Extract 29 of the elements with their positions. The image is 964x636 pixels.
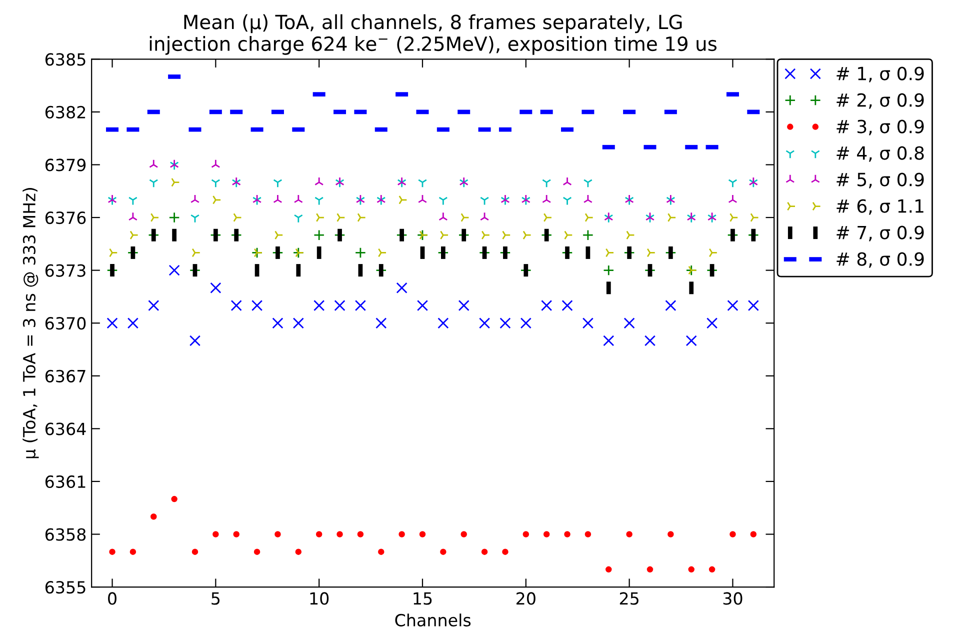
- legend-label: # 5, σ 0.9: [836, 172, 924, 188]
- x-tick-label: 20: [516, 592, 536, 605]
- y-tick-label: 6376: [45, 211, 86, 224]
- legend-label: # 1, σ 0.9: [836, 66, 924, 82]
- x-tick-label: 0: [108, 592, 116, 605]
- y-tick-label: 6370: [45, 317, 86, 330]
- y-tick-label: 6364: [45, 422, 86, 436]
- y-tick-label: 6361: [45, 475, 86, 488]
- legend-label: # 7, σ 0.9: [836, 226, 924, 242]
- legend-label: # 2, σ 0.9: [836, 93, 924, 109]
- legend-label: # 3, σ 0.9: [836, 120, 924, 136]
- x-tick-label: 10: [310, 592, 329, 605]
- y-tick-label: 6355: [45, 580, 86, 594]
- y-tick-label: 6382: [45, 106, 86, 119]
- y-tick-label: 6358: [45, 528, 86, 541]
- y-tick-label: 6367: [45, 370, 86, 382]
- y-axis-title: μ (ToA, 1 ToA = 3 ns @ 333 MHz): [22, 188, 39, 458]
- chart-title: Mean (μ) ToA, all channels, 8 frames separately, LG injection charge 624 ke$^{−}$ (2.25MeV), exposition time 19 us: [150, 14, 717, 55]
- y-tick-label: 6373: [45, 264, 86, 277]
- x-axis-title: Channels: [395, 614, 471, 626]
- legend-label: # 4, σ 0.8: [836, 146, 924, 162]
- x-tick-label: 5: [212, 592, 220, 605]
- legend-label: # 8, σ 0.9: [836, 252, 924, 268]
- legend-label: # 6, σ 1.1: [836, 199, 924, 215]
- y-tick-label: 6379: [45, 158, 86, 172]
- x-tick-label: 25: [620, 592, 638, 605]
- x-tick-label: 15: [414, 592, 432, 605]
- x-tick-label: 30: [723, 592, 742, 605]
- y-tick-label: 6385: [45, 53, 86, 66]
